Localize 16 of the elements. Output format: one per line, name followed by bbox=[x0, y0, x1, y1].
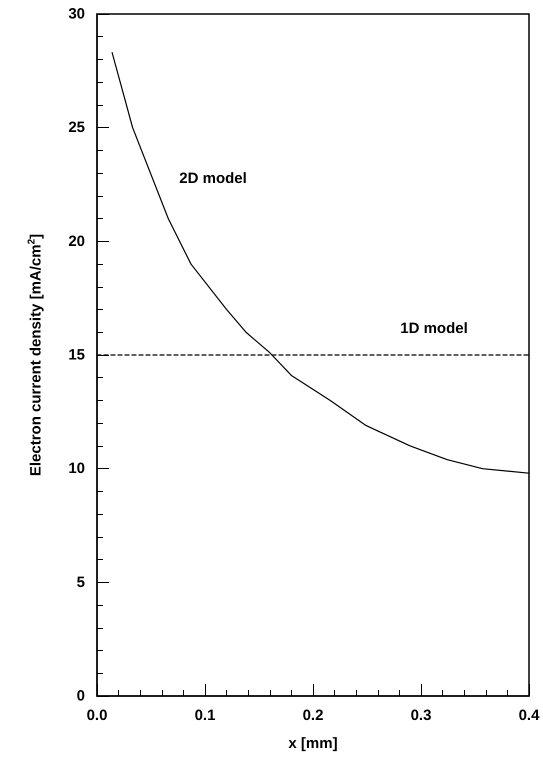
x-tick-label: 0.2 bbox=[302, 707, 324, 724]
x-tick-label: 0.3 bbox=[410, 707, 432, 724]
series-label: 1D model bbox=[400, 320, 468, 337]
y-tick-label: 25 bbox=[68, 119, 85, 136]
x-tick-label: 0.4 bbox=[518, 707, 540, 724]
y-tick-label: 10 bbox=[68, 460, 85, 478]
y-tick-label: 15 bbox=[68, 346, 85, 364]
y-axis-title: Electron current density [mA/cm2] bbox=[26, 234, 44, 476]
y-tick-label: 0 bbox=[76, 688, 85, 704]
x-tick-label: 0.1 bbox=[194, 707, 216, 724]
x-axis-title: x [mm] bbox=[288, 735, 338, 752]
series-label: 2D model bbox=[179, 170, 247, 188]
y-tick-label: 20 bbox=[68, 232, 85, 250]
y-tick-label: 5 bbox=[76, 574, 85, 591]
y-tick-label: 30 bbox=[68, 6, 85, 22]
x-tick-label: 0.0 bbox=[86, 707, 108, 724]
